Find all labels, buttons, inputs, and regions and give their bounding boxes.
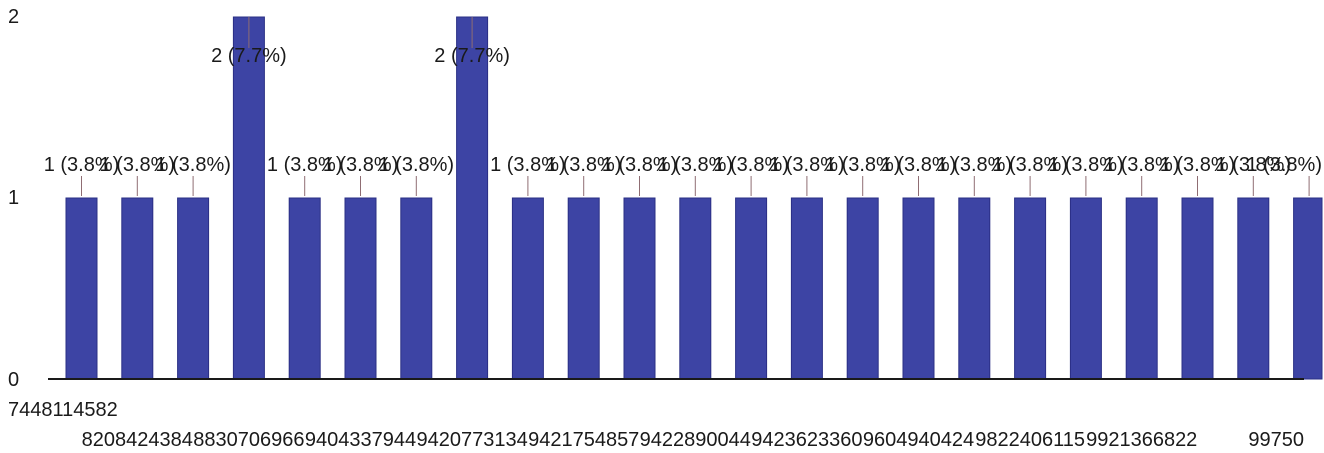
data-label: 1 (3.8%) — [490, 154, 566, 176]
bar — [1125, 197, 1158, 380]
x-tick-label: 8830706966 — [193, 429, 304, 451]
bar — [623, 197, 656, 380]
x-tick-label: 9422890044 — [640, 429, 751, 451]
x-tick-label: 7448114582 — [8, 399, 118, 421]
y-tick-labels-group: 0 1 2 — [8, 6, 19, 391]
bar — [1069, 197, 1102, 380]
data-label: 1 (3.8%) — [1104, 154, 1180, 176]
data-label: 1 (3.8%) — [881, 154, 957, 176]
bar — [567, 197, 600, 380]
bar — [1181, 197, 1214, 380]
bar — [232, 16, 265, 380]
x-tick-label: 9921366822 — [1086, 429, 1197, 451]
bar — [288, 197, 321, 380]
bar — [344, 197, 377, 380]
x-tick-label: 9420773134 — [416, 429, 527, 451]
bar — [1014, 197, 1047, 380]
bar — [177, 197, 210, 380]
bar — [65, 197, 98, 380]
x-tick-label: 9822406115 — [975, 429, 1085, 451]
data-label: 1 (3.8%) — [323, 154, 399, 176]
data-label: 1 (3.8%) — [546, 154, 622, 176]
data-label: 1 (3.8%) — [937, 154, 1013, 176]
bar — [456, 16, 489, 380]
data-label: 1 (3.8%) — [1160, 154, 1236, 176]
bar — [121, 197, 154, 380]
data-label: 1 (3.8%) — [379, 154, 455, 176]
x-tick-label: 9421754857 — [528, 429, 639, 451]
bar — [400, 197, 433, 380]
data-label: 1 (3.8%) — [602, 154, 678, 176]
x-tick-label: 9423623360 — [751, 429, 862, 451]
bars-group — [65, 16, 1323, 380]
data-label: 2 (7.7%) — [434, 45, 510, 67]
data-label: 1 (3.8%) — [992, 154, 1068, 176]
x-tick-label: 9404337944 — [305, 429, 416, 451]
bar — [735, 197, 768, 380]
data-label: 1 (3.8%) — [155, 154, 231, 176]
y-tick-label: 0 — [8, 369, 19, 391]
data-label: 1 (3.8%) — [100, 154, 176, 176]
data-label: 2 (7.7%) — [211, 45, 287, 67]
data-label: 1 (3.8%) — [267, 154, 343, 176]
bar — [511, 197, 544, 380]
y-tick-label: 1 — [8, 187, 19, 209]
x-tick-label: 9604940424 — [863, 429, 974, 451]
bar — [790, 197, 823, 380]
x-tick-label: 99750 — [1248, 429, 1304, 451]
data-label: 1 (3.8%) — [825, 154, 901, 176]
x-tick-labels-group: 7448114582 8208424384 8830706966 9404337944… — [8, 399, 1304, 451]
data-label: 1 (3.8%) — [1048, 154, 1124, 176]
bar — [679, 197, 712, 380]
data-label: 1 (3.8%) — [1246, 154, 1322, 176]
bar — [846, 197, 879, 380]
data-label: 1 (3.8%) — [658, 154, 734, 176]
leader-lines-group — [81, 17, 1310, 196]
x-tick-label: 8208424384 — [82, 429, 193, 451]
bar — [1293, 197, 1323, 380]
bar — [1237, 197, 1270, 380]
data-labels-group: 1 (3.8%)1 (3.8%)1 (3.8%)2 (7.7%)1 (3.8%)… — [44, 45, 1322, 176]
data-label: 1 (3.8%) — [44, 154, 120, 176]
data-label: 1 (3.8%) — [769, 154, 845, 176]
data-label: 1 (3.8%) — [713, 154, 789, 176]
bar — [902, 197, 935, 380]
bar — [958, 197, 991, 380]
y-tick-label: 2 — [8, 6, 19, 28]
data-label: 1 (3.8%) — [1216, 154, 1292, 176]
